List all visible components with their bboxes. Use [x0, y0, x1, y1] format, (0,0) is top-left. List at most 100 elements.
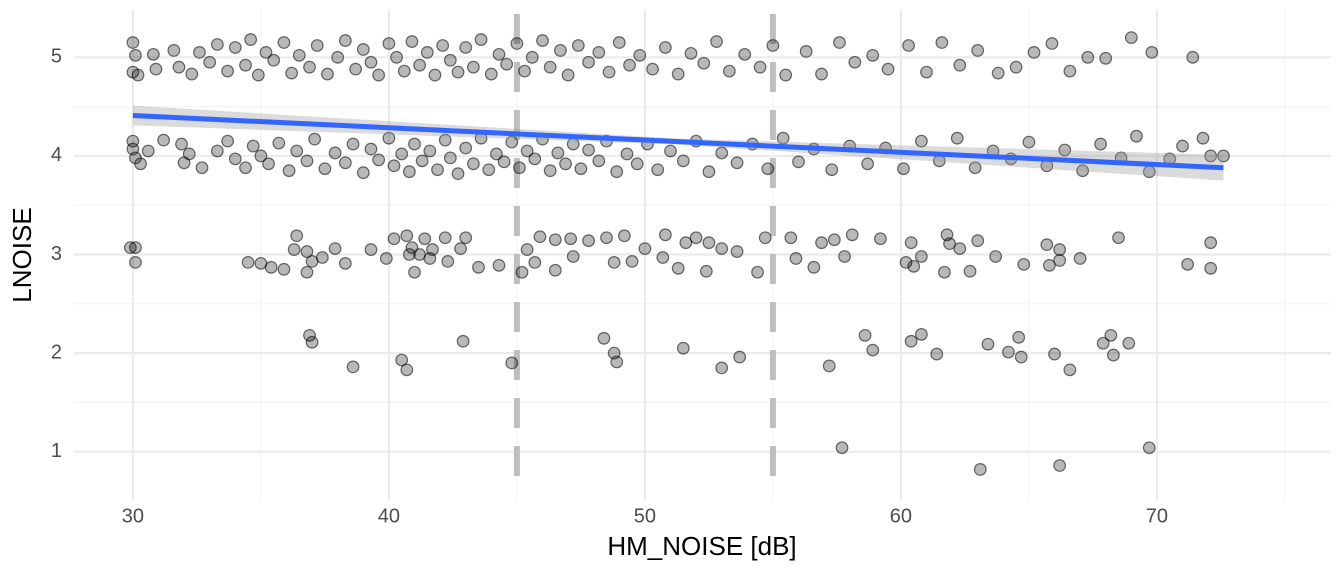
point	[1104, 328, 1118, 342]
point	[1009, 60, 1023, 74]
point	[382, 37, 396, 50]
point	[689, 231, 703, 245]
point	[571, 39, 585, 52]
point	[833, 36, 846, 49]
point	[827, 233, 841, 247]
point	[592, 45, 606, 59]
point	[710, 35, 723, 48]
point	[387, 232, 401, 246]
point	[1017, 257, 1031, 271]
point	[623, 58, 636, 72]
point	[182, 147, 196, 161]
point	[482, 163, 496, 177]
point	[518, 64, 531, 78]
point	[454, 242, 467, 255]
point	[408, 137, 421, 151]
point	[395, 353, 409, 367]
point	[1094, 137, 1107, 151]
point	[930, 347, 944, 361]
point	[1073, 252, 1087, 265]
point	[308, 132, 322, 146]
point	[953, 242, 967, 255]
point	[612, 36, 626, 49]
point	[382, 131, 396, 145]
point	[272, 136, 286, 150]
point	[676, 154, 690, 168]
point	[254, 149, 268, 163]
point	[443, 53, 457, 67]
point	[904, 236, 918, 250]
point	[1196, 131, 1210, 145]
point	[1045, 37, 1059, 50]
point	[968, 161, 982, 175]
point	[221, 64, 235, 78]
point	[528, 152, 542, 166]
point	[492, 47, 506, 61]
point	[395, 147, 409, 161]
point	[815, 236, 828, 250]
point	[525, 50, 539, 64]
point	[715, 361, 729, 375]
point	[303, 328, 316, 342]
point	[758, 231, 772, 245]
point	[861, 157, 875, 171]
point	[656, 251, 670, 264]
point	[981, 337, 995, 351]
point	[897, 162, 910, 176]
point	[251, 68, 265, 82]
point	[730, 245, 744, 258]
point	[510, 37, 524, 50]
point	[515, 265, 529, 279]
point	[671, 261, 685, 275]
point	[372, 68, 386, 82]
point	[405, 35, 419, 48]
point	[331, 50, 345, 64]
point	[858, 328, 872, 342]
point	[620, 147, 634, 161]
point	[267, 53, 281, 67]
point	[625, 255, 639, 268]
point	[346, 137, 360, 151]
point	[328, 146, 342, 160]
point	[300, 154, 314, 168]
point	[484, 67, 498, 81]
point	[505, 135, 519, 149]
point	[638, 242, 652, 255]
point	[146, 47, 160, 61]
point	[185, 67, 199, 81]
point	[372, 153, 386, 167]
point	[264, 260, 278, 274]
point	[715, 242, 729, 255]
point	[300, 245, 314, 258]
point	[472, 260, 485, 274]
point	[582, 55, 595, 69]
point	[290, 229, 304, 243]
point	[520, 243, 534, 256]
point	[1130, 129, 1143, 143]
point	[490, 147, 503, 161]
point	[1204, 236, 1218, 250]
point	[346, 360, 360, 374]
point	[1142, 441, 1156, 455]
point	[738, 47, 752, 61]
point	[402, 165, 416, 179]
point	[157, 133, 171, 147]
point	[338, 256, 352, 270]
point	[1053, 254, 1067, 267]
point	[989, 250, 1003, 263]
x-tick-label: 30	[122, 505, 144, 527]
point	[592, 154, 606, 168]
point	[167, 44, 181, 57]
point	[914, 250, 928, 263]
point	[1217, 149, 1230, 163]
point	[497, 155, 511, 169]
point	[702, 165, 716, 179]
point	[950, 131, 964, 145]
point	[408, 265, 421, 279]
trend-line	[132, 112, 1224, 171]
point	[492, 258, 506, 272]
point	[733, 350, 747, 364]
point	[277, 262, 291, 276]
point	[938, 265, 951, 279]
